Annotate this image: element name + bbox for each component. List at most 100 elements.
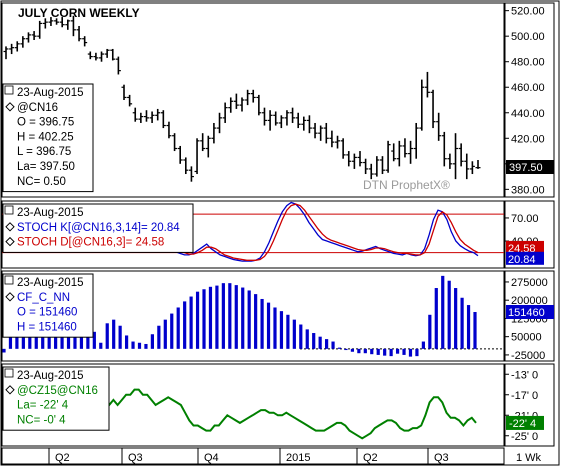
ohlc-bar [138, 112, 144, 123]
y-tick-label: 480.00 [511, 57, 545, 69]
ohlc-bar [42, 18, 48, 29]
ohlc-bar [228, 97, 234, 113]
ohlc-bar [233, 93, 239, 109]
ohlc-bar [70, 15, 76, 37]
x-tick-label: Q2 [55, 452, 70, 464]
cot-bar [312, 333, 316, 349]
ohlc-bar [217, 112, 223, 134]
ohlc-bar [306, 115, 312, 134]
ohlc-bar [340, 138, 346, 159]
ohlc-bar [430, 89, 436, 129]
legend-item: 23-Aug-2015 [17, 207, 84, 219]
cot-bar [279, 311, 284, 349]
ohlc-bar [318, 125, 324, 141]
y-tick-label: -17' 0 [511, 390, 538, 402]
cot-bar [266, 302, 271, 349]
spread-last-badge-label: -22' 4 [509, 418, 536, 430]
legend-item: La= -22' 4 [17, 400, 69, 412]
cot-bar [325, 339, 329, 349]
cot-last-badge-label: 151460 [508, 307, 545, 319]
cot-bar [318, 336, 322, 349]
ohlc-bar [396, 140, 402, 167]
x-tick-label: Q2 [363, 452, 378, 464]
ohlc-bar [59, 17, 65, 28]
ohlc-bar [323, 122, 329, 144]
cot-bar [202, 289, 206, 349]
x-tick-label: 2015 [286, 452, 310, 464]
cot-bar [350, 348, 355, 352]
ohlc-bar [295, 112, 301, 129]
ohlc-bar [273, 111, 279, 126]
cot-bar [92, 331, 96, 349]
panel-frame-3 [1, 363, 505, 447]
y-tick-label: 440.00 [511, 108, 545, 120]
cot-bar [221, 283, 225, 349]
legend-item: @CN16 [17, 102, 58, 114]
ohlc-bar [447, 153, 453, 169]
legend-corner-icon [4, 368, 14, 378]
cot-bar [86, 333, 90, 349]
ohlc-bar [222, 102, 228, 123]
legend-diamond-icon [5, 222, 15, 232]
ohlc-bar [166, 121, 172, 139]
cot-bar [415, 348, 419, 357]
ohlc-bar [48, 17, 54, 26]
ohlc-bar [290, 107, 296, 123]
ohlc-bar [172, 133, 178, 152]
ohlc-bar [121, 84, 127, 100]
ohlc-bar [25, 32, 31, 43]
x-tick-label: Q4 [204, 452, 219, 464]
ohlc-bar [132, 107, 138, 122]
legend-item: O = 151460 [17, 307, 77, 319]
ohlc-bar [188, 166, 194, 182]
last-price-badge-label: 397.50 [509, 162, 543, 174]
legend-box-stoch [2, 203, 194, 253]
cot-bar [144, 343, 148, 349]
ohlc-bar [301, 116, 307, 131]
y-tick-label: -13' 0 [511, 369, 538, 381]
legend-box-price [2, 83, 94, 193]
ohlc-bar [368, 163, 374, 180]
cot-bar [273, 307, 277, 349]
ohlc-bar [31, 31, 37, 41]
cot-bar [376, 348, 380, 355]
ohlc-bar [149, 111, 155, 123]
ohlc-bar [413, 122, 419, 159]
y-tick-label: 500.00 [511, 31, 545, 43]
ohlc-bar [14, 41, 20, 52]
panel-frame-0 [1, 2, 505, 198]
cot-bar [215, 285, 219, 349]
ohlc-bar [379, 156, 385, 175]
ohlc-bar [312, 122, 318, 139]
ohlc-bar [391, 143, 397, 162]
legend-item: STOCH K[@CN16,3,14]= 20.84 [17, 222, 180, 234]
ohlc-bar [239, 97, 245, 112]
legend-corner-icon [4, 85, 14, 95]
cot-bar [466, 305, 471, 349]
panel-frame-2 [1, 270, 505, 362]
y-tick-label: 420.00 [511, 133, 545, 145]
legend-item: O = 396.75 [17, 117, 74, 129]
spread-last-badge [506, 415, 544, 430]
ohlc-bar [374, 156, 380, 177]
ohlc-bar [453, 133, 459, 180]
legend-item: CF_C_NN [17, 292, 70, 304]
ohlc-bar [436, 112, 442, 141]
ohlc-bar [104, 48, 110, 58]
ohlc-bar [65, 19, 71, 30]
legend-diamond-icon [5, 236, 15, 247]
axis-frame-3 [504, 363, 555, 447]
cot-bar [299, 324, 303, 349]
ohlc-bar [261, 107, 267, 126]
ohlc-bar [99, 51, 105, 62]
cot-bar [247, 290, 251, 349]
legend-corner-icon [4, 275, 14, 285]
legend-box-spread [2, 366, 110, 431]
cot-bar [34, 333, 38, 349]
ohlc-bar [402, 138, 408, 158]
legend-diamond-icon [5, 292, 15, 302]
legend-item: L = 396.75 [17, 146, 71, 158]
stoch-badge [506, 240, 544, 254]
ohlc-bar [54, 18, 60, 25]
